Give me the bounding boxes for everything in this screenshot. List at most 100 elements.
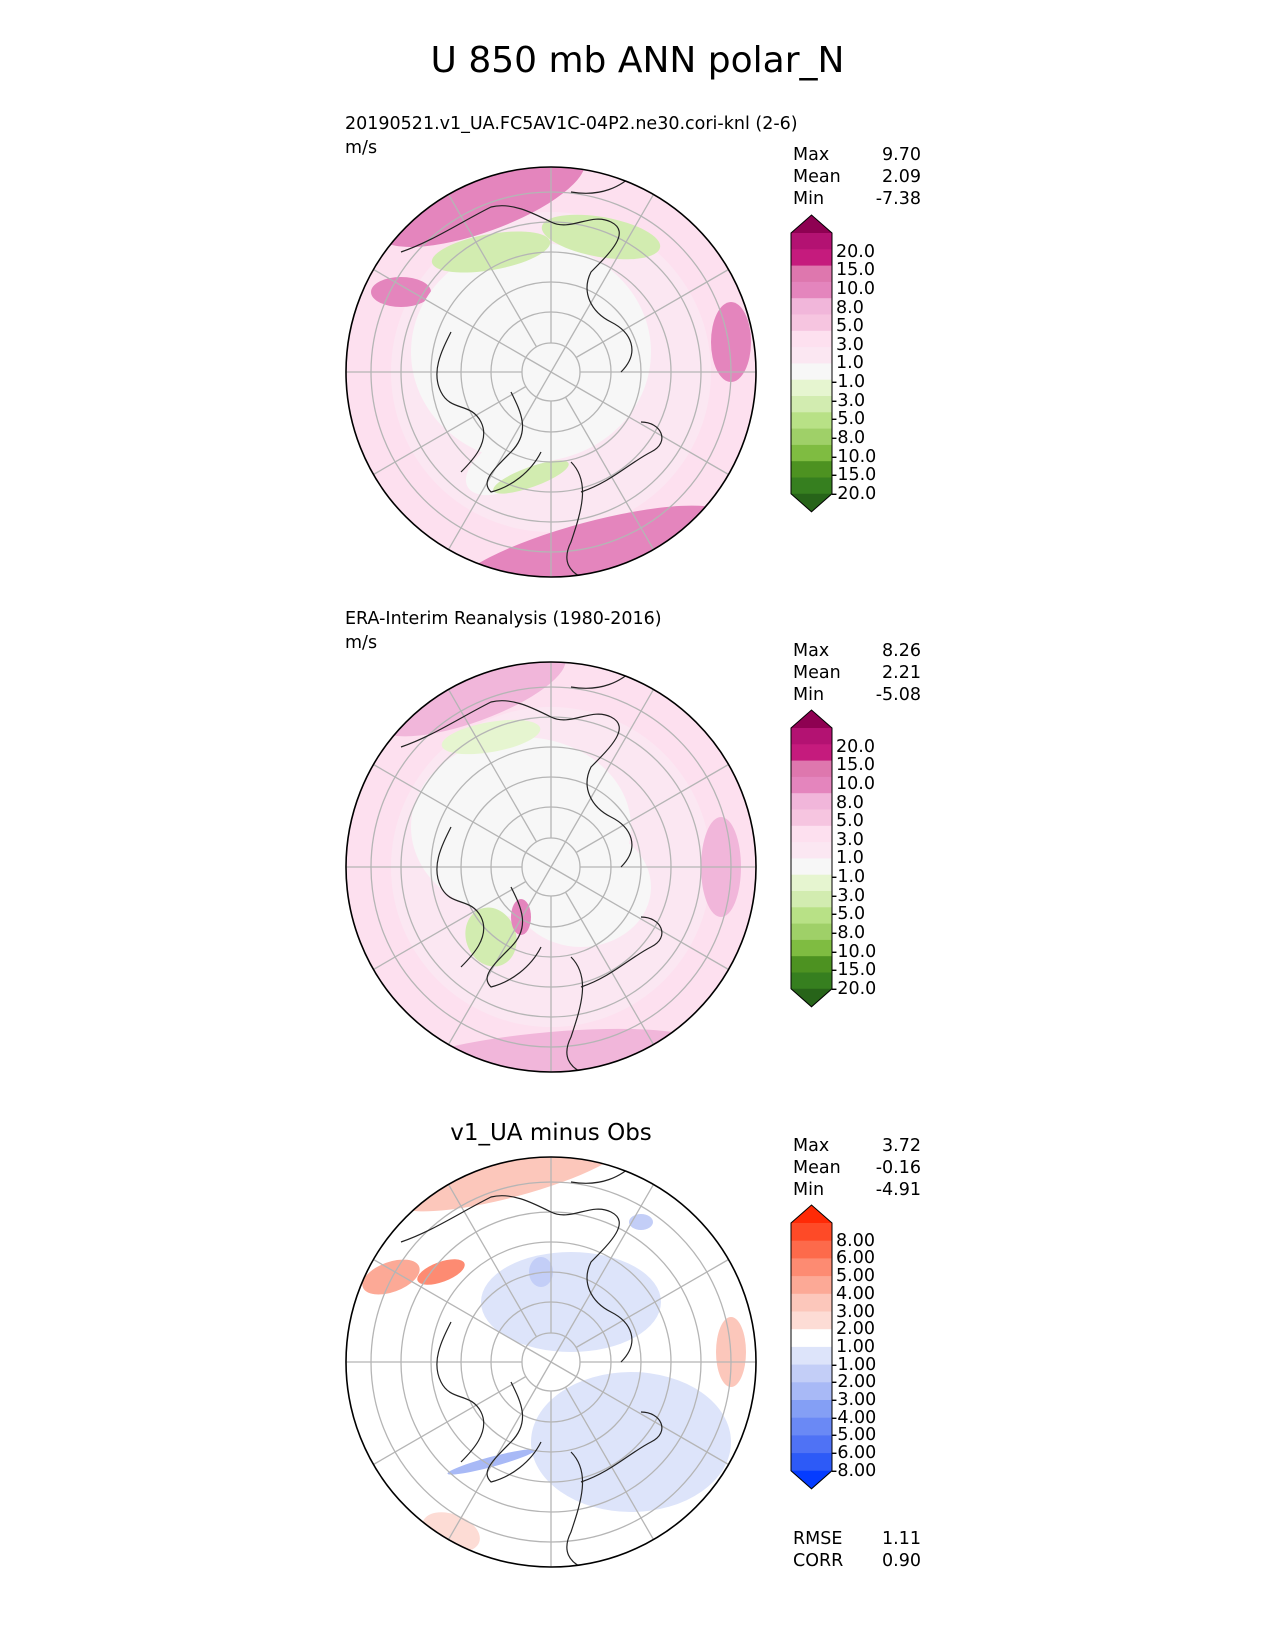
contour-region	[465, 907, 517, 967]
stat-label: Min	[793, 1180, 825, 1200]
colorbar-tick-label: -4.00	[831, 1407, 877, 1428]
colorbar-segment	[791, 1453, 832, 1472]
colorbar-segment	[791, 972, 832, 990]
coastline	[400, 205, 633, 373]
stat-value: 2.09	[882, 167, 921, 187]
colorbar-extend-max	[791, 1205, 832, 1223]
colorbar-segment	[791, 249, 832, 267]
contour-region	[629, 1214, 653, 1230]
colorbar-tick-label: 1.0	[836, 848, 864, 869]
colorbar-segment	[791, 1329, 832, 1348]
contour-region	[417, 1259, 465, 1285]
colorbar-tick-label: -8.0	[831, 922, 866, 943]
panel-2-units: m/s	[345, 633, 378, 653]
panel-3-title: v1_UA minus Obs	[450, 1120, 652, 1146]
stat-value: 8.26	[882, 641, 921, 661]
panel-2-subtitle: ERA-Interim Reanalysis (1980-2016)	[345, 609, 662, 629]
colorbar-tick-label: -8.00	[831, 1460, 877, 1481]
colorbar-tick-label: 5.0	[836, 316, 864, 337]
meridian-line	[564, 194, 655, 348]
colorbar-outline	[790, 1204, 833, 1490]
colorbar-extend-min	[791, 493, 832, 512]
stat-label: Max	[793, 145, 830, 165]
stat-label: Mean	[793, 663, 841, 683]
colorbar-tick-label: -20.0	[831, 978, 877, 999]
colorbar-tick-label: -10.0	[831, 446, 877, 467]
colorbar-tick-label: -1.00	[831, 1354, 877, 1375]
colorbar-segment	[791, 825, 832, 843]
colorbar-tick-label: 8.0	[836, 297, 864, 318]
colorbar-tick-label: 10.0	[836, 278, 875, 299]
colorbar-tick-label: 15.0	[836, 260, 875, 281]
coastline	[566, 1451, 584, 1567]
colorbar-segment	[791, 477, 832, 495]
colorbar-tick-label: -5.00	[831, 1425, 877, 1446]
colorbar-tick-label: -1.0	[831, 867, 866, 888]
colorbar-extend-min	[791, 988, 832, 1007]
contour-region	[711, 302, 751, 382]
contour-region	[371, 277, 431, 307]
stat-label: Max	[793, 641, 830, 661]
coastline	[486, 391, 542, 493]
colorbar-segment	[791, 265, 832, 283]
metric-value: 0.90	[882, 1551, 921, 1571]
contour-region	[447, 1449, 535, 1475]
colorbar-segment	[791, 298, 832, 315]
panel-1-units: m/s	[345, 138, 378, 158]
map-boundary	[345, 166, 757, 578]
colorbar-segment	[791, 1223, 832, 1242]
colorbar-tick-label: 3.0	[836, 829, 864, 850]
colorbar-tick-label: -2.00	[831, 1372, 877, 1393]
colorbar-tick-label: -15.0	[831, 960, 877, 981]
colorbar-tick-label: 2.00	[836, 1319, 875, 1340]
panel-3-metrics: RMSE 1.11 CORR 0.90	[793, 1528, 921, 1572]
meridian-line	[550, 1336, 567, 1363]
meridian-line	[535, 371, 552, 398]
stat-value: 9.70	[882, 145, 921, 165]
map-boundary	[345, 661, 757, 1073]
map-panel-1	[346, 167, 756, 577]
colorbar-segment	[791, 956, 832, 973]
stat-label: Mean	[793, 167, 841, 187]
meridian-line	[373, 385, 527, 476]
contour-region	[531, 1372, 731, 1512]
colorbar-tick-label: 20.0	[836, 736, 875, 757]
colorbar-segment	[791, 1240, 832, 1259]
colorbar-extend-min	[791, 1470, 832, 1489]
meridian-line	[373, 880, 527, 971]
coastline	[486, 886, 542, 988]
colorbar-segment	[791, 793, 832, 810]
meridian-line	[447, 194, 538, 348]
contour-region	[541, 214, 661, 260]
colorbar-2	[790, 709, 833, 1008]
contour-region	[362, 1259, 420, 1295]
panel-3-stats: Max 3.72 Mean -0.16 Min -4.91	[793, 1135, 921, 1201]
meridian-line	[575, 1258, 729, 1349]
stat-label: Min	[793, 685, 825, 705]
meridian-line	[373, 1375, 527, 1466]
stat-value: -7.38	[875, 189, 921, 209]
colorbar-tick-label: -3.0	[831, 885, 866, 906]
colorbar-outline	[790, 709, 833, 1008]
colorbar-tick-label: -20.0	[831, 483, 877, 504]
map-boundary	[345, 1156, 757, 1568]
colorbar-segment	[791, 923, 832, 941]
meridian-line	[550, 841, 567, 868]
colorbar-segment	[791, 314, 832, 332]
meridian-line	[550, 1361, 577, 1378]
colorbar-segment	[791, 396, 832, 413]
colorbar-tick-label: 6.00	[836, 1248, 875, 1269]
colorbar-tick-label: 5.00	[836, 1266, 875, 1287]
meridian-line	[550, 346, 567, 373]
panel-1-subtitle: 20190521.v1_UA.FC5AV1C-04P2.ne30.cori-kn…	[345, 114, 798, 134]
contour-region	[376, 167, 586, 247]
colorbar-segment	[791, 744, 832, 762]
panel-2-stats: Max 8.26 Mean 2.21 Min -5.08	[793, 640, 921, 706]
meridian-line	[564, 891, 655, 1045]
stat-value: -5.08	[875, 685, 921, 705]
colorbar-segment	[791, 330, 832, 348]
contour-region	[511, 899, 531, 935]
meridian-line	[447, 689, 538, 843]
metric-label: RMSE	[793, 1529, 843, 1549]
